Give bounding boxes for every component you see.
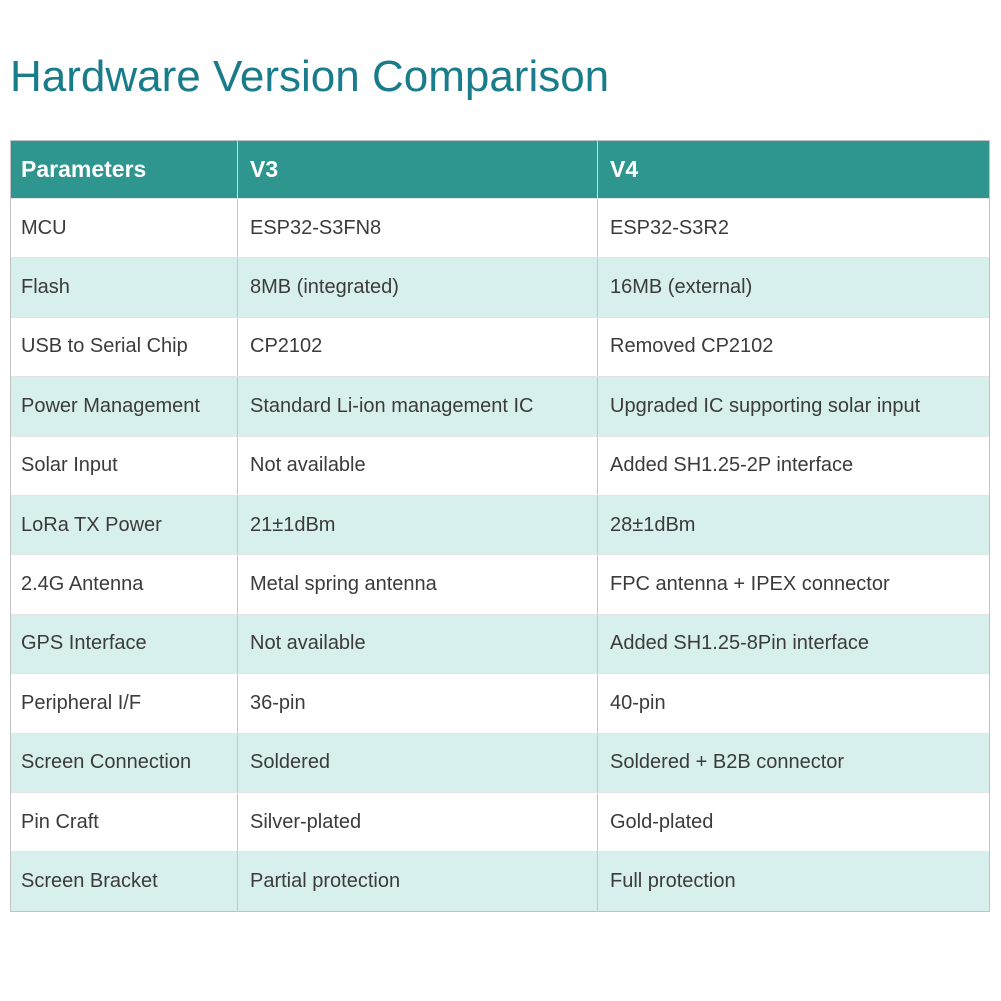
v4-cell: 28±1dBm <box>610 513 696 536</box>
v3-cell: Partial protection <box>238 852 598 911</box>
param-cell: LoRa TX Power <box>11 495 238 555</box>
param-cell: Screen Connection <box>11 733 238 792</box>
v3-cell: CP2102 <box>238 317 598 377</box>
param-cell: Pin Craft <box>11 792 238 852</box>
page-title: Hardware Version Comparison <box>10 52 610 101</box>
v4-cell: ESP32-S3R2 <box>610 216 729 239</box>
column-header-v3: V3 <box>238 141 598 198</box>
v3-cell: ESP32-S3FN8 <box>238 199 598 258</box>
v4-cell: 40-pin <box>610 691 666 714</box>
table-row-screen-connection: Screen Connection Soldered Soldered + B2… <box>11 732 989 792</box>
table-row-pin-craft: Pin Craft Silver-plated Gold-plated <box>11 791 989 852</box>
v3-cell: 21±1dBm <box>238 495 598 555</box>
param-cell: Screen Bracket <box>11 852 238 911</box>
param-cell: 2.4G Antenna <box>11 555 238 614</box>
v4-cell: Gold-plated <box>610 810 714 833</box>
v3-cell: Not available <box>238 436 598 495</box>
table-row-screen-bracket: Screen Bracket Partial protection Full p… <box>11 851 989 911</box>
param-cell: Power Management <box>11 377 238 436</box>
column-header-parameters: Parameters <box>11 141 238 198</box>
v3-cell: Soldered <box>238 733 598 792</box>
v4-cell: Added SH1.25-8Pin interface <box>610 632 870 655</box>
table-header-row: Parameters V3 V4 <box>11 141 989 198</box>
table-row-lora-tx-power: LoRa TX Power 21±1dBm 28±1dBm <box>11 494 989 555</box>
v4-cell: Added SH1.25-2P interface <box>610 454 854 477</box>
v4-cell: 16MB (external) <box>610 276 753 299</box>
table-row-peripheral-if: Peripheral I/F 36-pin 40-pin <box>11 673 989 733</box>
param-cell: GPS Interface <box>11 614 238 674</box>
v3-cell: Not available <box>238 614 598 674</box>
param-cell: Solar Input <box>11 436 238 495</box>
v3-cell: 8MB (integrated) <box>238 258 598 317</box>
table-row-usb-serial-chip: USB to Serial Chip CP2102 Removed CP2102 <box>11 316 989 377</box>
v3-cell: Standard Li-ion management IC <box>238 377 598 436</box>
param-cell: MCU <box>11 199 238 258</box>
v3-cell: Silver-plated <box>238 792 598 852</box>
param-cell: USB to Serial Chip <box>11 317 238 377</box>
table-row-mcu: MCU ESP32-S3FN8 ESP32-S3R2 <box>11 198 989 258</box>
v4-cell: Full protection <box>610 869 736 892</box>
table-row-gps-interface: GPS Interface Not available Added SH1.25… <box>11 613 989 674</box>
table-row-antenna: 2.4G Antenna Metal spring antenna FPC an… <box>11 554 989 614</box>
column-header-v4: V4 <box>610 156 639 182</box>
v4-cell: Upgraded IC supporting solar input <box>610 394 921 417</box>
table-row-solar-input: Solar Input Not available Added SH1.25-2… <box>11 435 989 495</box>
param-cell: Flash <box>11 258 238 317</box>
table-row-power-management: Power Management Standard Li-ion managem… <box>11 376 989 436</box>
param-cell: Peripheral I/F <box>11 674 238 733</box>
table-row-flash: Flash 8MB (integrated) 16MB (external) <box>11 257 989 317</box>
v4-cell: FPC antenna + IPEX connector <box>610 573 890 596</box>
v3-cell: Metal spring antenna <box>238 555 598 614</box>
hardware-comparison-table: Parameters V3 V4 MCU ESP32-S3FN8 ESP32-S… <box>10 140 990 912</box>
v3-cell: 36-pin <box>238 674 598 733</box>
v4-cell: Soldered + B2B connector <box>610 751 845 774</box>
v4-cell: Removed CP2102 <box>610 335 774 358</box>
